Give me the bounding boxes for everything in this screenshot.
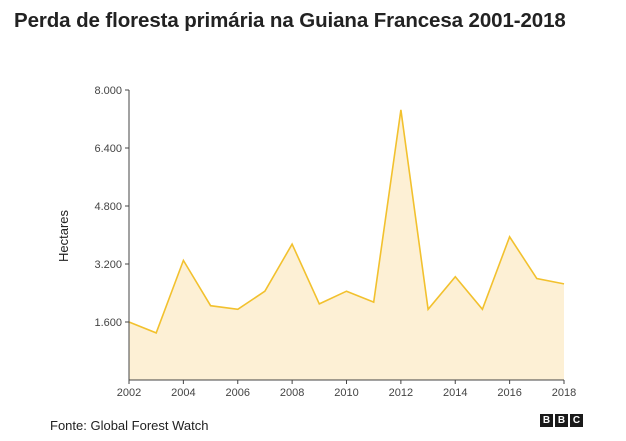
axes: 1.600 3.200 4.800 6.400 8.000 2002 2004 2006 200… <box>94 85 576 399</box>
y-tick-label: 1.600 <box>94 317 122 329</box>
chart-title: Perda de floresta primária na Guiana Fra… <box>14 9 566 32</box>
x-tick-label: 2010 <box>334 387 358 399</box>
source-note: Fonte: Global Forest Watch <box>50 418 209 433</box>
bbc-logo-letter: C <box>570 414 583 427</box>
y-axis-label: Hectares <box>56 209 71 262</box>
bbc-logo-letter: B <box>540 414 553 427</box>
plot-area <box>128 109 565 381</box>
x-tick-label: 2004 <box>171 387 195 399</box>
x-tick-label: 2006 <box>226 387 250 399</box>
x-tick-label: 2016 <box>497 387 521 399</box>
y-tick-label: 6.400 <box>94 143 122 155</box>
area-fill <box>129 109 564 381</box>
x-tick-label: 2002 <box>117 387 141 399</box>
x-tick-label: 2008 <box>280 387 304 399</box>
y-tick-label: 4.800 <box>94 201 122 213</box>
y-tick-label: 3.200 <box>94 259 122 271</box>
x-tick-label: 2018 <box>552 387 576 399</box>
x-tick-label: 2014 <box>443 387 467 399</box>
bbc-logo: B B C <box>540 414 583 427</box>
y-tick-label: 8.000 <box>94 85 122 97</box>
bbc-logo-letter: B <box>555 414 568 427</box>
x-tick-label: 2012 <box>389 387 413 399</box>
